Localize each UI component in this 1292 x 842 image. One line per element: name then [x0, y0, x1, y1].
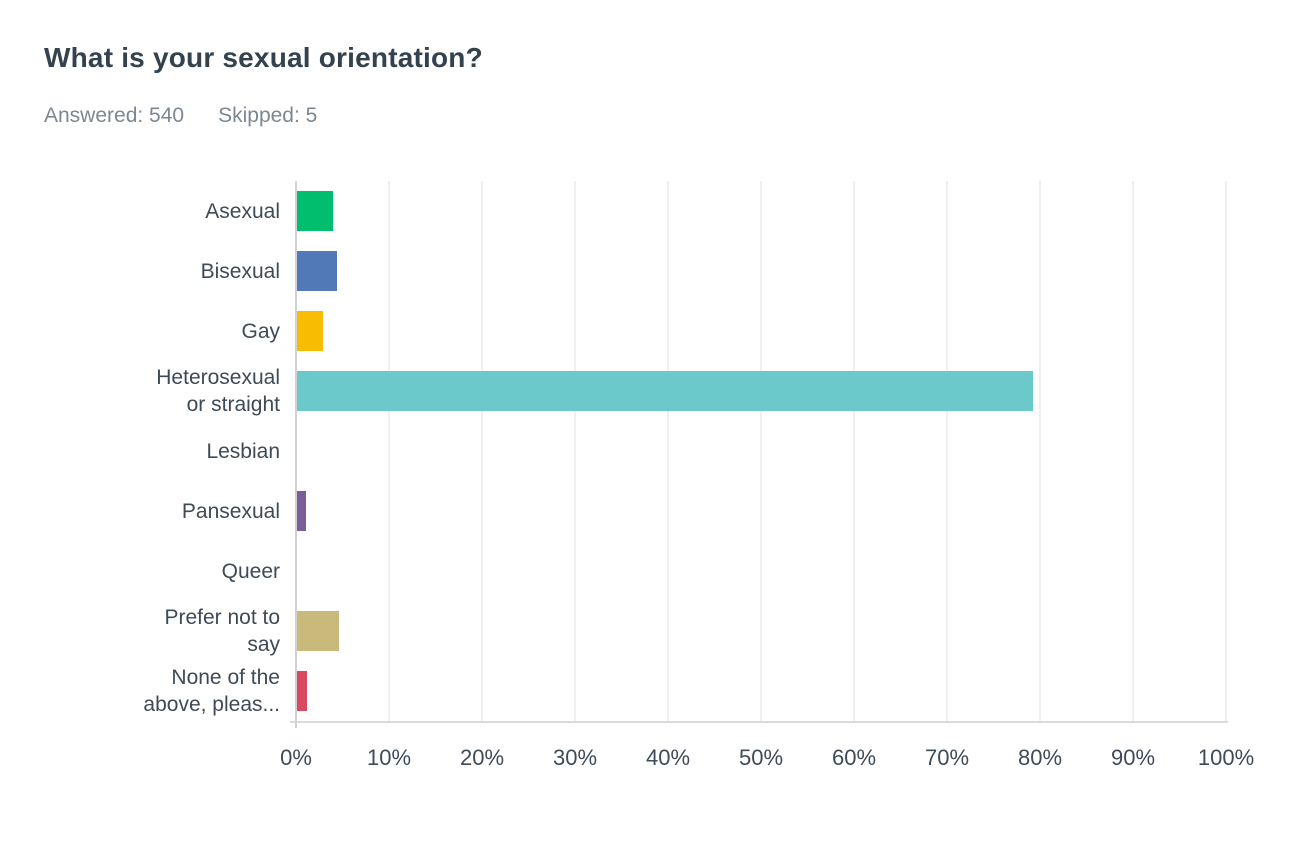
x-tick-label: 90%: [1110, 745, 1156, 770]
category-label: Queer: [221, 559, 280, 583]
y-axis-line: [295, 181, 297, 728]
bar-row: [296, 541, 1226, 601]
skipped-count: Skipped: 5: [218, 104, 318, 127]
category-label: Bisexual: [200, 259, 280, 283]
category-label: Gay: [241, 319, 280, 343]
question-title: What is your sexual orientation?: [44, 42, 483, 73]
x-tick-label: 70%: [924, 745, 970, 770]
bar-none-of-the-above-pleas: [296, 671, 308, 711]
gridline: [388, 181, 390, 721]
category-label: Heterosexual or straight: [156, 366, 280, 416]
bars-container: [296, 181, 1226, 721]
bar-row: [296, 301, 1226, 361]
x-tick-label: 20%: [459, 745, 505, 770]
category-label: None of the above, pleas...: [143, 666, 280, 716]
bar-row: [296, 601, 1226, 661]
bar-row: [296, 481, 1226, 541]
x-axis-labels: 0% 10% 20% 30% 40% 50% 60% 70% 80% 90% 100%: [280, 745, 1254, 777]
x-tick-label: 40%: [645, 745, 691, 770]
gridline: [853, 181, 855, 721]
y-axis-labels: Asexual Bisexual Gay Heterosexual or straig…: [0, 181, 280, 721]
x-tick-label: 50%: [738, 745, 784, 770]
bar-row: [296, 661, 1226, 721]
gridline: [481, 181, 483, 721]
answered-count: Answered: 540: [44, 104, 185, 127]
x-tick-label: 0%: [280, 745, 312, 770]
gridline: [574, 181, 576, 721]
x-axis-line: [290, 721, 1228, 723]
bar-gay: [296, 311, 323, 351]
x-tick-label: 100%: [1197, 745, 1255, 770]
plot-area: [290, 181, 1228, 728]
x-tick-label: 30%: [552, 745, 598, 770]
x-tick-label: 10%: [366, 745, 412, 770]
response-stats: Answered: 540 Skipped: 5: [44, 104, 317, 128]
bar-row: [296, 181, 1226, 241]
x-tick-label: 80%: [1017, 745, 1063, 770]
gridline: [946, 181, 948, 721]
gridline: [760, 181, 762, 721]
bar-row: [296, 421, 1226, 481]
category-label: Prefer not to say: [164, 606, 280, 656]
bar-asexual: [296, 191, 334, 231]
x-tick-label: 60%: [831, 745, 877, 770]
category-label: Lesbian: [206, 439, 280, 463]
category-label: Asexual: [205, 199, 280, 223]
bar-row: [296, 361, 1226, 421]
gridline: [1132, 181, 1134, 721]
category-label: Pansexual: [181, 499, 280, 523]
bar-row: [296, 241, 1226, 301]
bar-pansexual: [296, 491, 307, 531]
gridline: [1225, 181, 1227, 721]
gridline: [667, 181, 669, 721]
bar-prefer-not-to-say: [296, 611, 339, 651]
bar-bisexual: [296, 251, 337, 291]
gridline: [1039, 181, 1041, 721]
bar-heterosexual-or-straight: [296, 371, 1034, 411]
